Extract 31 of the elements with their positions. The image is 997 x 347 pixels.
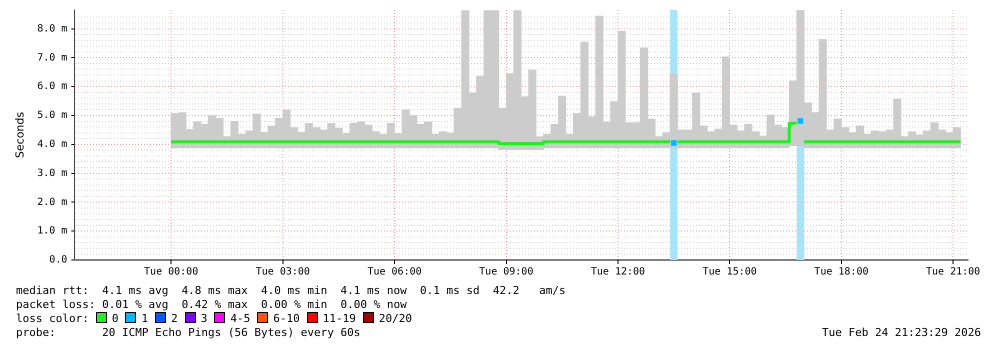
- legend-label: 6-10: [273, 312, 300, 325]
- legend-label: 0: [112, 312, 118, 325]
- legend-label: 11-19: [322, 312, 356, 325]
- y-tick-label: 8.0 m: [37, 23, 68, 34]
- x-tick-label: Tue 15:00: [702, 266, 757, 278]
- y-tick-label: 1.0 m: [37, 226, 68, 237]
- y-tick-label: 2.0 m: [37, 196, 68, 208]
- x-tick-label: Tue 00:00: [144, 266, 198, 278]
- y-tick-label: 0.0: [49, 254, 68, 266]
- x-tick-label: Tue 06:00: [367, 266, 422, 278]
- y-tick-label: 4.0 m: [37, 138, 68, 150]
- text: probe: 20 ICMP Echo Pings (56 Bytes) every 60s: [16, 326, 360, 340]
- x-tick-label: Tue 03:00: [256, 266, 310, 278]
- legend-label: 3: [200, 312, 208, 325]
- y-axis-title: Seconds: [13, 112, 26, 158]
- y-tick-label: 3.0 m: [37, 168, 68, 179]
- text: median rtt: 4.1 ms avg 4.8 ms max 4.0 ms min 4.1 ms now 0.1 ms sd 42.2 am/s: [16, 284, 566, 298]
- legend-label: 1: [141, 312, 148, 325]
- x-tick-label: Tue 12:00: [590, 266, 646, 278]
- x-tick-label: Tue 21:00: [926, 266, 980, 278]
- legend-label: 4-5: [230, 312, 250, 325]
- y-tick-label: 5.0 m: [37, 110, 68, 122]
- text: Tue Feb 24 21:23:29 2026: [822, 326, 981, 340]
- text: packet loss: 0.01 % avg 0.42 % max 0.00 % min 0.00 % now: [16, 298, 407, 312]
- y-tick-label: 7.0 m: [37, 52, 68, 64]
- x-tick-label: Tue 18:00: [814, 266, 868, 278]
- x-tick-label: Tue 09:00: [479, 266, 534, 278]
- legend-label: 2: [171, 312, 178, 325]
- y-tick-label: 6.0 m: [37, 81, 68, 92]
- legend-title: loss color:: [16, 312, 89, 325]
- legend-label: 20/20: [378, 312, 412, 325]
